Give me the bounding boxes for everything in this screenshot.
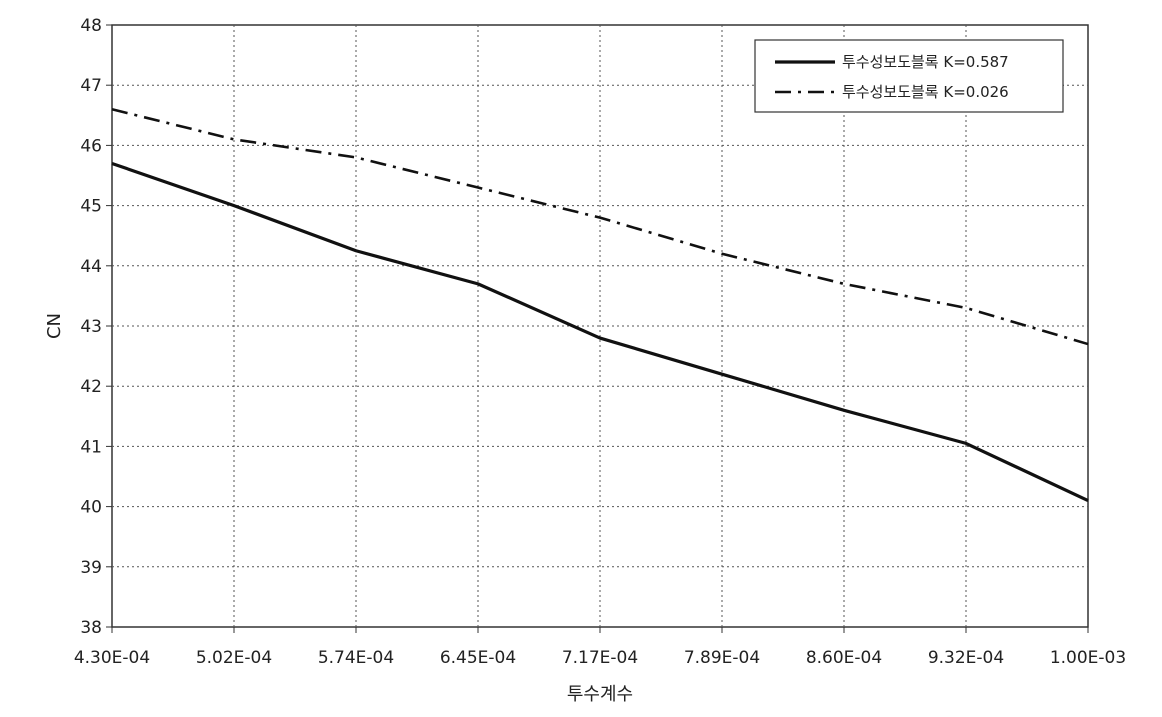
x-tick-label: 5.74E-04	[318, 648, 394, 668]
y-tick-label: 45	[80, 197, 102, 217]
y-tick-label: 38	[80, 618, 102, 638]
y-tick-label: 47	[80, 76, 102, 96]
series-line-2	[111, 108, 1089, 346]
x-tick-label: 1.00E-03	[1050, 648, 1126, 668]
x-tick-label: 9.32E-04	[928, 648, 1004, 668]
x-axis-ticks: 4.30E-04 5.02E-04 5.74E-04 6.45E-04 7.17E-04…	[74, 627, 1126, 668]
series-group	[111, 108, 1089, 503]
legend-label-2: 투수성보도블록 K=0.026	[842, 83, 1009, 101]
grid	[112, 25, 1088, 627]
legend-box	[754, 39, 1064, 113]
x-axis-label: 투수계수	[567, 684, 633, 705]
y-axis-ticks: 38 39 40 41 42 43 44 45 46 47 48	[80, 16, 112, 638]
x-tick-label: 5.02E-04	[196, 648, 272, 668]
y-tick-label: 40	[80, 498, 102, 518]
y-tick-label: 48	[80, 16, 102, 36]
series-line-1	[111, 161, 1089, 503]
y-tick-label: 39	[80, 558, 102, 578]
y-tick-label: 44	[80, 257, 102, 277]
x-tick-label: 4.30E-04	[74, 648, 150, 668]
y-axis-label: CN	[44, 313, 65, 339]
x-tick-label: 7.89E-04	[684, 648, 760, 668]
x-tick-label: 7.17E-04	[562, 648, 638, 668]
y-tick-label: 41	[80, 437, 102, 457]
y-tick-label: 46	[80, 136, 102, 156]
legend-label-1: 투수성보도블록 K=0.587	[842, 53, 1009, 71]
y-tick-label: 42	[80, 377, 102, 397]
legend: 투수성보도블록 K=0.587 투수성보도블록 K=0.026	[754, 39, 1064, 113]
y-tick-label: 43	[80, 317, 102, 337]
x-tick-label: 6.45E-04	[440, 648, 516, 668]
x-tick-label: 8.60E-04	[806, 648, 882, 668]
